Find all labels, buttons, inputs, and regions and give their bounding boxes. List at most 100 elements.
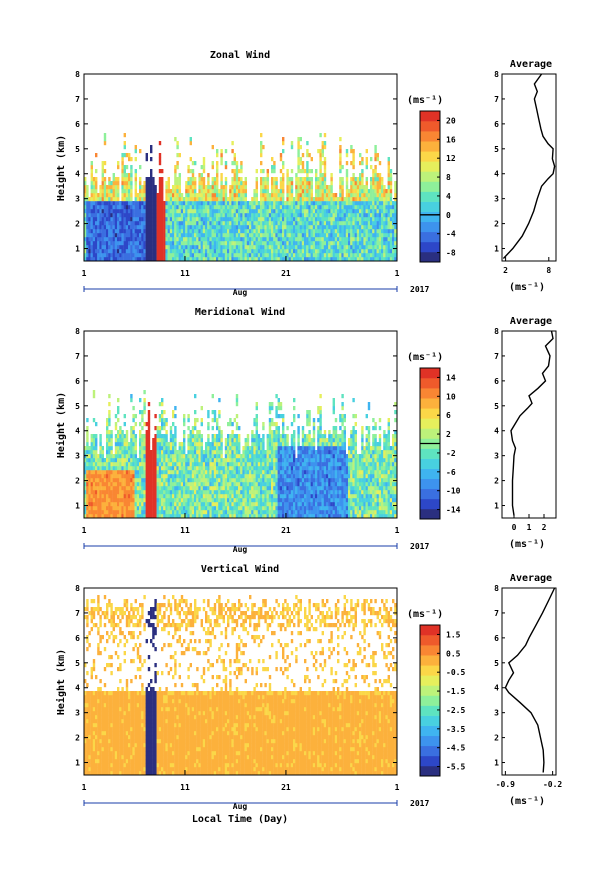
zonal-heatmap-cell (354, 205, 357, 210)
zonal-heatmap-cell (178, 213, 181, 218)
meridional-heatmap-cell (152, 466, 155, 471)
zonal-heatmap-cell (341, 185, 344, 190)
zonal-heatmap-cell (315, 197, 318, 202)
zonal-heatmap-cell (297, 257, 300, 261)
meridional-heatmap-cell (200, 442, 203, 447)
zonal-heatmap-cell (158, 157, 162, 162)
zonal-heatmap-cell (233, 161, 236, 166)
zonal-heatmap-cell (174, 193, 177, 198)
zonal-heatmap-cell (108, 209, 111, 214)
zonal-colorbar-segment (420, 161, 440, 172)
zonal-heatmap-cell (359, 217, 362, 222)
meridional-heatmap-cell (101, 446, 104, 451)
zonal-heatmap-cell (365, 197, 368, 202)
meridional-heatmap-cell (172, 414, 175, 419)
meridional-heatmap-cell (216, 514, 219, 518)
meridional-heatmap-cell (202, 494, 206, 499)
zonal-heatmap-cell (180, 209, 184, 214)
zonal-heatmap-cell (224, 185, 228, 190)
zonal-heatmap-cell (200, 241, 203, 246)
zonal-heatmap-cell (110, 221, 113, 226)
zonal-heatmap-cell (255, 197, 258, 202)
meridional-heatmap-cell (147, 458, 151, 463)
zonal-heatmap-cell (191, 185, 195, 190)
zonal-heatmap-cell (321, 149, 324, 154)
zonal-heatmap-cell (95, 257, 98, 261)
zonal-heatmap-cell (101, 217, 104, 222)
zonal-heatmap-cell (156, 229, 159, 234)
meridional-heatmap-cell (158, 478, 162, 483)
zonal-heatmap-cell (143, 225, 146, 230)
zonal-heatmap-cell (350, 209, 353, 214)
zonal-heatmap-cell (330, 205, 333, 210)
zonal-heatmap-cell (229, 193, 232, 198)
zonal-heatmap-cell (198, 213, 201, 218)
meridional-heatmap-cell (154, 506, 157, 511)
zonal-heatmap-cell (394, 201, 397, 206)
zonal-heatmap-cell (235, 209, 239, 214)
meridional-heatmap-cell (103, 466, 107, 471)
zonal-heatmap-cell (154, 249, 157, 254)
zonal-heatmap-cell (354, 177, 357, 182)
zonal-heatmap-cell (262, 213, 265, 218)
zonal-heatmap-cell (319, 241, 322, 246)
zonal-heatmap-cell (378, 193, 382, 198)
meridional-heatmap-cell (198, 430, 201, 435)
meridional-heatmap-cell (95, 458, 98, 463)
zonal-heatmap-cell (304, 189, 307, 194)
meridional-heatmap-cell (194, 486, 197, 491)
zonal-heatmap-cell (216, 189, 219, 194)
meridional-heatmap-cell (154, 478, 157, 483)
zonal-heatmap-cell (198, 257, 201, 261)
meridional-heatmap-cell (152, 490, 155, 495)
meridional-heatmap-cell (150, 454, 153, 459)
meridional-heatmap-cell (121, 450, 124, 455)
meridional-heatmap-cell (211, 466, 214, 471)
meridional-heatmap-cell (202, 502, 206, 507)
zonal-heatmap-cell (114, 193, 118, 198)
meridional-heatmap-cell (178, 470, 181, 475)
zonal-heatmap-cell (185, 181, 188, 186)
meridional-heatmap-cell (161, 422, 164, 427)
zonal-heatmap-cell (326, 217, 329, 222)
meridional-heatmap-cell (154, 462, 157, 467)
zonal-heatmap-cell (183, 213, 186, 218)
zonal-heatmap-cell (350, 257, 353, 261)
zonal-heatmap-cell (339, 169, 342, 174)
meridional-heatmap-cell (211, 418, 214, 423)
meridional-heatmap-cell (143, 398, 146, 403)
zonal-heatmap-cell (273, 249, 276, 254)
meridional-heatmap-cell (178, 482, 181, 487)
zonal-heatmap-cell (224, 225, 228, 230)
meridional-heatmap-cell (222, 458, 225, 463)
meridional-heatmap-cell (112, 510, 115, 515)
zonal-heatmap-cell (158, 221, 162, 226)
zonal-heatmap-cell (185, 237, 188, 242)
vertical-title: Vertical Wind (201, 563, 279, 575)
zonal-heatmap-cell (348, 201, 351, 206)
meridional-heatmap-cell (150, 482, 153, 487)
zonal-heatmap-cell (121, 249, 124, 254)
meridional-heatmap-cell (189, 482, 192, 487)
zonal-heatmap-cell (290, 145, 294, 150)
zonal-heatmap-cell (339, 241, 342, 246)
meridional-heatmap-cell (185, 514, 188, 518)
zonal-heatmap-cell (244, 197, 247, 202)
meridional-heatmap-cell (134, 482, 137, 487)
zonal-heatmap-cell (392, 257, 395, 261)
zonal-heatmap-cell (150, 169, 153, 174)
meridional-heatmap-cell (200, 494, 203, 499)
meridional-heatmap-cell (145, 438, 148, 443)
meridional-heatmap-cell (229, 486, 232, 491)
zonal-heatmap-cell (290, 217, 294, 222)
zonal-heatmap-cell (110, 237, 113, 242)
meridional-heatmap-cell (218, 498, 221, 503)
zonal-heatmap-cell (123, 225, 126, 230)
zonal-heatmap-cell (321, 177, 324, 182)
zonal-heatmap-cell (112, 249, 115, 254)
zonal-heatmap-cell (370, 193, 373, 198)
meridional-heatmap-cell (90, 434, 93, 439)
meridional-heatmap-cell (139, 514, 142, 518)
zonal-heatmap-cell (297, 201, 300, 206)
zonal-heatmap-cell (350, 237, 353, 242)
